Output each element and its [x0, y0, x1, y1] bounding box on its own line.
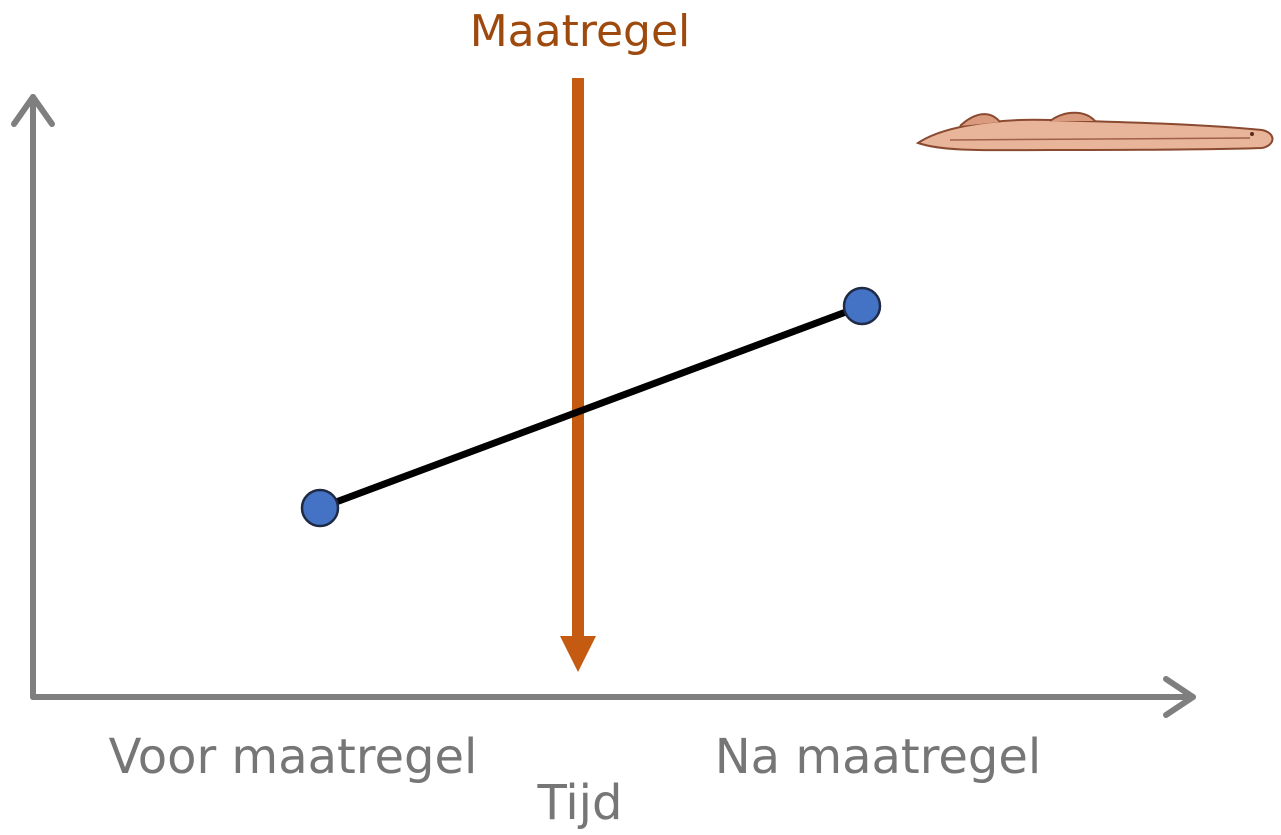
- y-axis-arrowhead: [11, 94, 55, 127]
- intervention-arrow-shaft: [572, 78, 584, 638]
- point-before: [300, 488, 340, 528]
- x-axis-arrowhead: [1163, 676, 1196, 718]
- title: Maatregel: [470, 6, 691, 57]
- intervention-arrowhead: [560, 636, 596, 672]
- lamprey-illustration: [915, 111, 1274, 152]
- category-label: Na maatregel: [715, 729, 1042, 785]
- axes: [11, 94, 1196, 718]
- point-after: [842, 286, 882, 326]
- x-axis-label: Tijd: [537, 775, 623, 831]
- category-label: Voor maatregel: [109, 729, 478, 785]
- trend-line: [318, 302, 864, 512]
